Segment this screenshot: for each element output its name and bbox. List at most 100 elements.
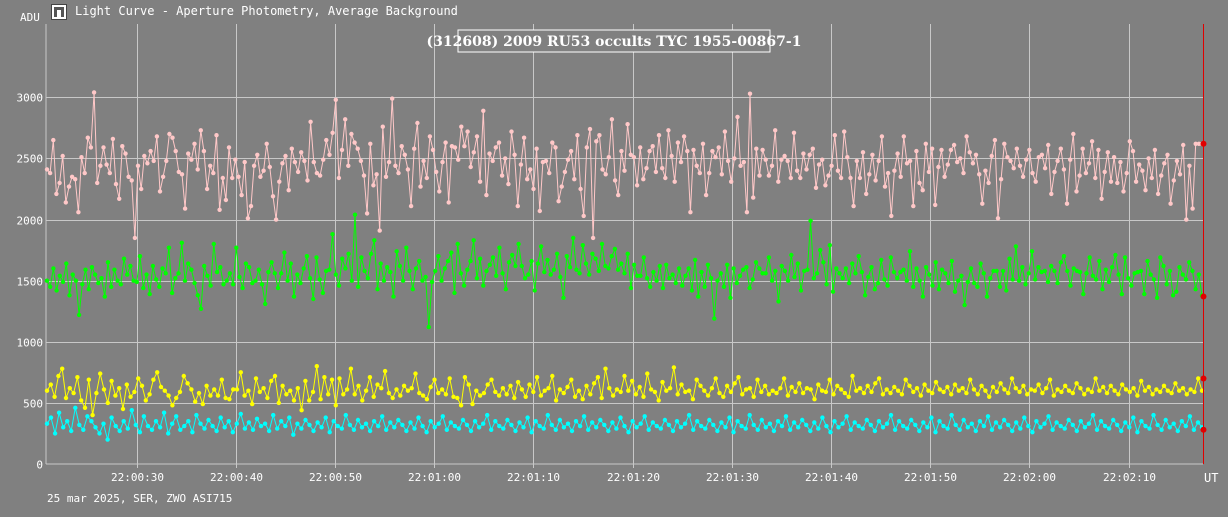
data-point	[951, 142, 957, 148]
data-point	[708, 276, 714, 281]
data-point	[393, 163, 398, 168]
data-point	[374, 172, 379, 177]
data-point	[194, 412, 199, 418]
data-point	[538, 393, 544, 398]
data-point	[1080, 146, 1085, 151]
data-point	[1187, 414, 1193, 419]
data-point	[218, 265, 223, 270]
data-point	[816, 162, 822, 167]
data-point	[990, 384, 996, 390]
data-point	[994, 268, 999, 274]
data-point	[787, 427, 793, 432]
data-point	[1190, 268, 1195, 274]
data-point	[660, 166, 665, 171]
data-point	[230, 430, 235, 435]
data-point	[838, 387, 844, 392]
data-point	[597, 133, 602, 138]
data-point	[500, 271, 505, 276]
data-point	[500, 386, 506, 391]
data-point	[725, 262, 730, 267]
data-point	[134, 279, 139, 285]
data-point	[1133, 179, 1139, 184]
data-point	[363, 421, 369, 426]
data-point	[80, 282, 85, 287]
data-point	[82, 170, 87, 176]
data-point	[1082, 392, 1087, 397]
data-point	[882, 277, 887, 282]
data-point	[603, 263, 608, 269]
data-point	[616, 192, 621, 198]
data-point	[101, 387, 107, 392]
data-point	[333, 272, 338, 277]
x-tick-label: 22:00:40	[210, 471, 263, 484]
data-point	[769, 278, 775, 283]
data-point	[280, 383, 285, 388]
data-point	[120, 144, 125, 149]
data-point	[129, 408, 134, 413]
data-point	[644, 276, 650, 281]
data-point	[506, 260, 512, 265]
data-point	[1096, 147, 1101, 153]
data-point	[789, 252, 794, 258]
data-point	[448, 420, 453, 425]
data-point	[266, 428, 272, 434]
data-point	[141, 414, 147, 419]
data-point	[1066, 417, 1071, 423]
data-point	[637, 384, 642, 390]
data-point	[762, 383, 768, 388]
data-point	[755, 427, 760, 432]
data-point	[609, 254, 614, 259]
data-point	[352, 140, 357, 145]
data-point	[101, 421, 106, 426]
data-point	[734, 280, 739, 286]
data-point	[1165, 388, 1171, 393]
data-point	[879, 257, 884, 263]
data-point	[1033, 277, 1038, 282]
data-point	[1123, 387, 1129, 392]
data-point	[837, 271, 842, 276]
data-point	[474, 388, 479, 393]
x-tick-label: 22:01:10	[507, 471, 560, 484]
data-point	[255, 152, 260, 157]
data-point	[418, 184, 423, 189]
data-point	[721, 284, 727, 289]
data-point	[455, 395, 460, 401]
data-point	[267, 164, 272, 170]
data-point	[612, 178, 618, 183]
data-point	[1159, 427, 1164, 432]
data-point	[578, 186, 583, 192]
data-point	[487, 151, 492, 156]
data-point	[510, 252, 515, 258]
data-point	[1111, 417, 1116, 423]
data-point	[295, 272, 300, 277]
data-point	[1074, 381, 1079, 386]
data-point	[519, 263, 524, 269]
data-point	[828, 430, 833, 435]
data-point	[667, 276, 672, 281]
data-point	[179, 172, 185, 177]
y-tick-label: 3000	[17, 92, 44, 105]
data-point	[210, 423, 215, 429]
data-point	[375, 382, 380, 387]
series-1	[44, 90, 1205, 241]
data-point	[808, 387, 813, 392]
data-point	[1158, 255, 1163, 260]
data-point	[1171, 178, 1177, 183]
data-point	[1022, 415, 1027, 420]
data-point	[154, 134, 160, 139]
app-icon[interactable]	[51, 4, 67, 20]
data-point	[648, 284, 653, 289]
data-point	[603, 172, 608, 177]
data-point	[299, 408, 304, 413]
data-point	[452, 290, 457, 296]
data-point	[695, 419, 700, 424]
data-point	[1002, 141, 1007, 146]
data-point	[1006, 422, 1011, 428]
data-point	[1008, 158, 1013, 164]
data-point	[459, 124, 464, 129]
data-point	[179, 240, 184, 245]
data-point	[1147, 426, 1152, 431]
data-point	[71, 390, 76, 396]
data-point	[732, 381, 737, 386]
